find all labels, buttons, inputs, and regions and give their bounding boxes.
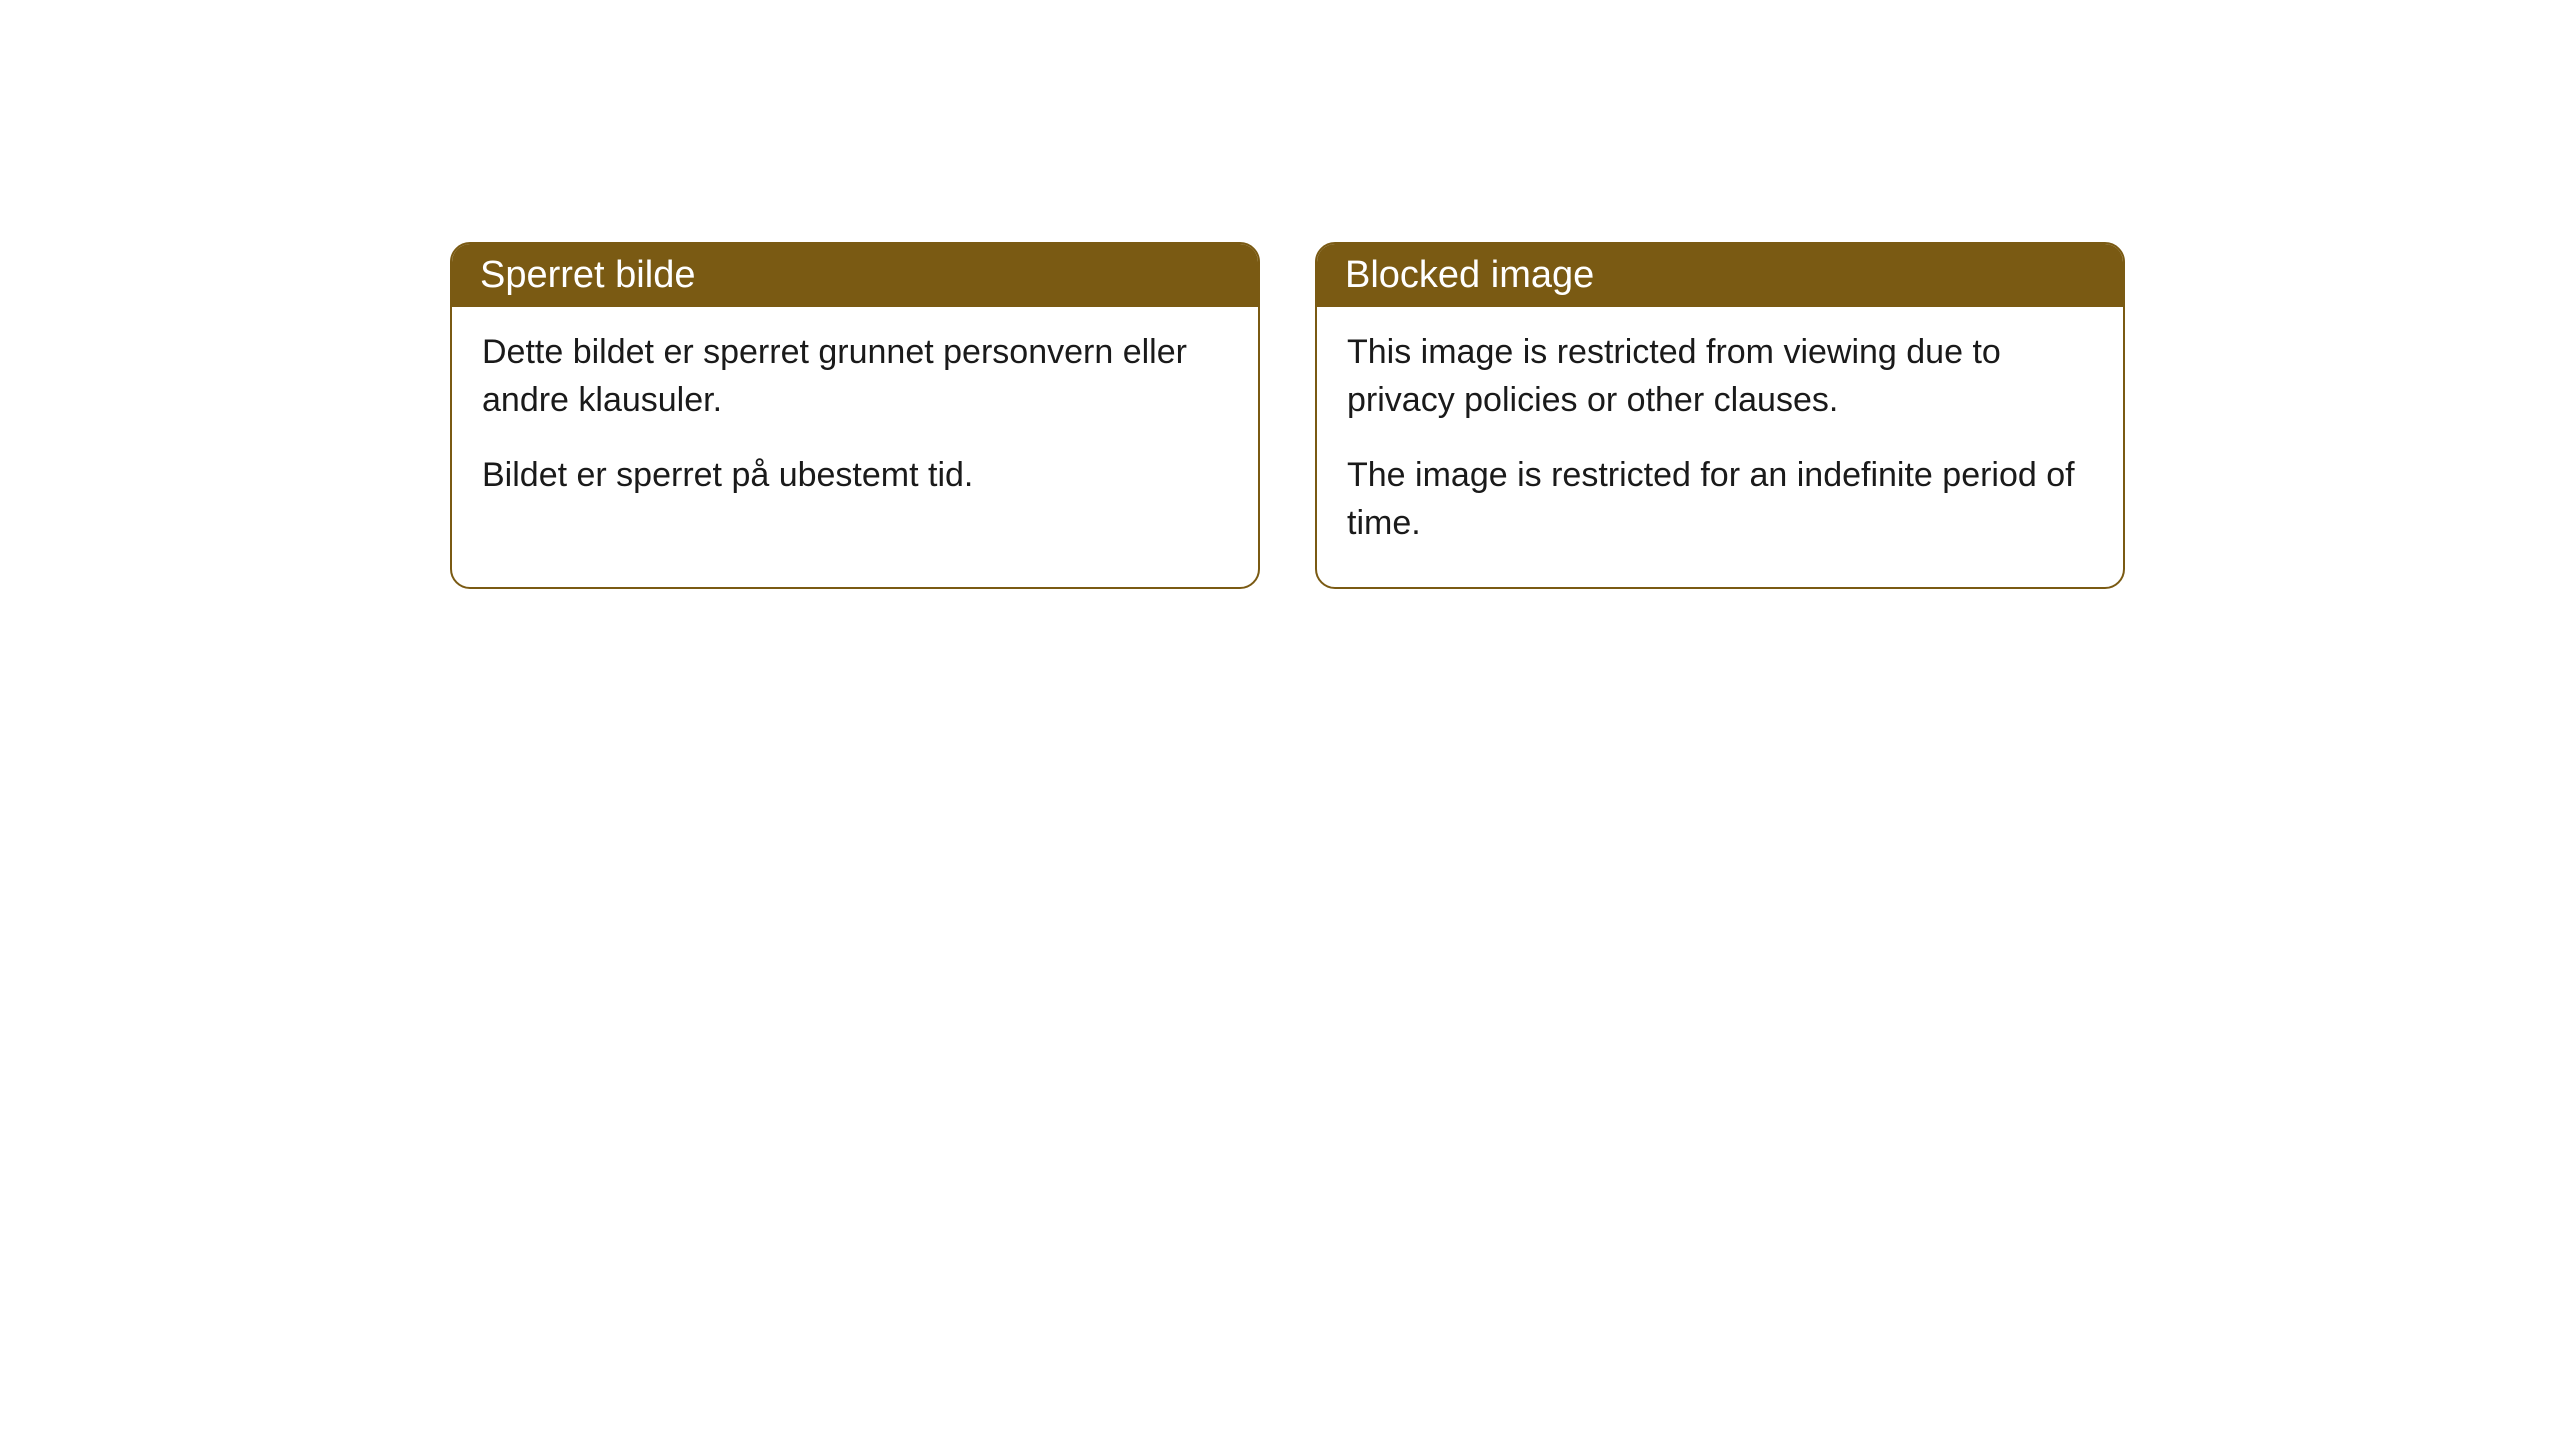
card-norwegian: Sperret bilde Dette bildet er sperret gr… xyxy=(450,242,1260,589)
card-title: Blocked image xyxy=(1345,254,1594,296)
card-english: Blocked image This image is restricted f… xyxy=(1315,242,2125,589)
card-header-norwegian: Sperret bilde xyxy=(452,244,1258,307)
card-body-english: This image is restricted from viewing du… xyxy=(1317,307,2123,587)
cards-container: Sperret bilde Dette bildet er sperret gr… xyxy=(450,242,2125,589)
card-paragraph: Bildet er sperret på ubestemt tid. xyxy=(482,452,1228,500)
card-paragraph: Dette bildet er sperret grunnet personve… xyxy=(482,329,1228,424)
card-title: Sperret bilde xyxy=(480,254,695,296)
card-body-norwegian: Dette bildet er sperret grunnet personve… xyxy=(452,307,1258,540)
card-paragraph: The image is restricted for an indefinit… xyxy=(1347,452,2093,547)
card-paragraph: This image is restricted from viewing du… xyxy=(1347,329,2093,424)
card-header-english: Blocked image xyxy=(1317,244,2123,307)
